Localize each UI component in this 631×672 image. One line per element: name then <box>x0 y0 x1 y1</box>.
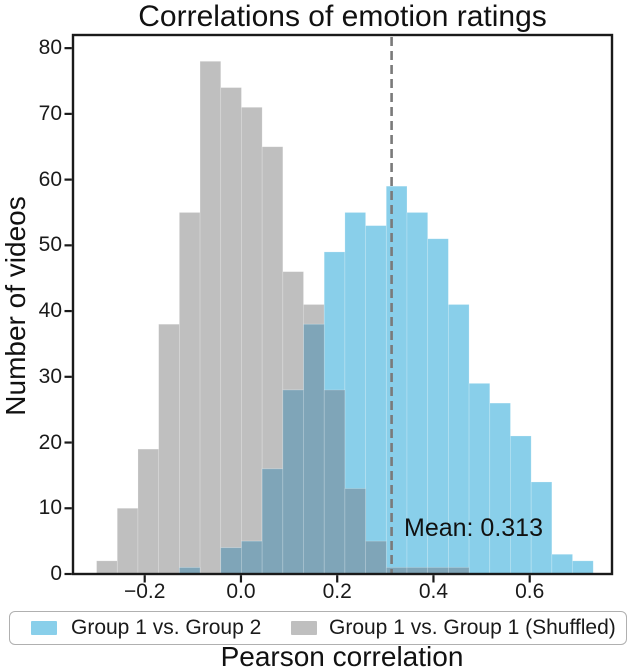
y-tick-label: 40 <box>38 299 62 323</box>
histogram-bar <box>344 488 366 575</box>
y-tick-label: 20 <box>38 430 62 454</box>
overlap-bars <box>179 323 470 575</box>
histogram-bar <box>489 402 511 575</box>
chart-title: Correlations of emotion ratings <box>138 0 547 33</box>
y-tick-label: 10 <box>38 496 62 520</box>
histogram-bar <box>199 60 222 575</box>
histogram-bar <box>323 389 346 575</box>
histogram-bar <box>96 560 118 575</box>
y-tick-label: 50 <box>38 233 62 257</box>
legend-label-group1-vs-group2: Group 1 vs. Group 2 <box>71 616 262 639</box>
histogram-bar <box>137 448 160 575</box>
histogram-bar <box>241 106 263 575</box>
histogram-bar <box>510 435 532 575</box>
histogram-bar <box>116 507 139 575</box>
legend: Group 1 vs. Group 2 Group 1 vs. Group 1 … <box>9 611 627 645</box>
legend-swatch-group1-vs-group2 <box>31 621 57 635</box>
histogram-bar <box>365 540 387 575</box>
legend-label-group1-vs-group1-shuffled: Group 1 vs. Group 1 (Shuffled) <box>329 616 616 639</box>
tick-marks <box>64 47 531 583</box>
x-tick-label: 0.4 <box>418 580 449 603</box>
x-tick-label: −0.2 <box>123 580 166 603</box>
histogram-bar <box>220 87 242 575</box>
x-tick-label: 0.2 <box>322 580 352 603</box>
x-tick-label: 0.0 <box>226 580 256 603</box>
legend-swatch-group1-vs-group1-shuffled <box>291 621 317 635</box>
axes-box <box>71 33 614 576</box>
histogram-bar <box>179 212 201 575</box>
y-tick-label: 80 <box>38 36 62 60</box>
histogram-bar <box>303 323 325 575</box>
histogram-bar <box>261 468 284 575</box>
y-tick-label: 0 <box>50 562 62 585</box>
histogram-bar <box>468 383 491 575</box>
histogram-bar <box>158 323 180 575</box>
mean-annotation: Mean: 0.313 <box>404 514 543 542</box>
y-tick-label: 70 <box>38 101 62 125</box>
y-tick-label: 30 <box>38 364 62 388</box>
y-tick-label: 60 <box>38 167 62 191</box>
x-tick-label: 0.6 <box>515 580 545 603</box>
histogram-bar <box>282 389 304 575</box>
histogram-bar <box>365 225 387 575</box>
histogram-bar <box>220 547 242 575</box>
histogram-bar <box>241 540 263 575</box>
histogram-bar <box>551 553 573 575</box>
histogram-bar <box>572 560 594 575</box>
x-axis-label: Pearson correlation <box>220 641 464 672</box>
